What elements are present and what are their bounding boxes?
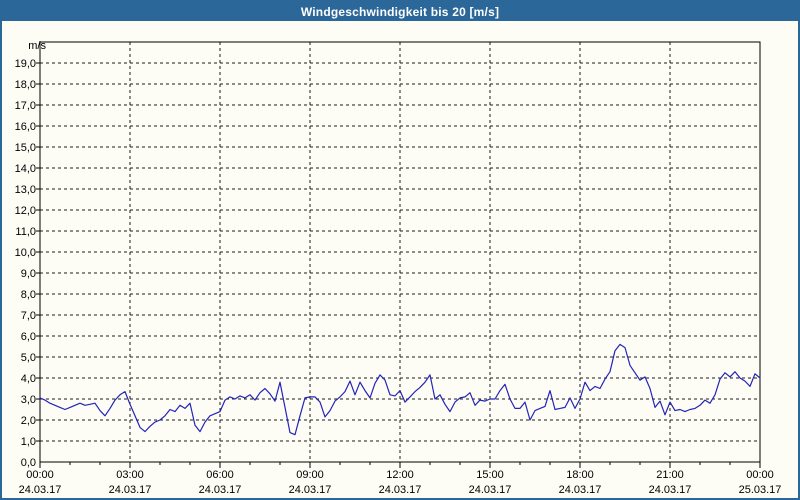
y-tick-label: 15,0: [15, 142, 36, 154]
y-tick-label: 16,0: [15, 121, 36, 133]
y-tick-label: 11,0: [15, 226, 36, 238]
x-tick-date-label: 24.03.17: [109, 484, 152, 496]
x-tick-time-label: 09:00: [296, 469, 324, 481]
y-tick-label: 18,0: [15, 79, 36, 91]
x-axis-time-labels: 00:00 03:00 06:00 09:00 12:00 15:00 18:00 21:00…: [26, 469, 774, 481]
x-tick-date-label: 24.03.17: [559, 484, 602, 496]
y-axis-unit-label: m/s: [28, 40, 46, 52]
window-title: Windgeschwindigkeit bis 20 [m/s]: [300, 4, 500, 19]
x-tick-time-label: 21:00: [656, 469, 684, 481]
wind-speed-series: [39, 343, 761, 436]
y-tick-label: 2,0: [21, 415, 36, 427]
y-axis-unit: m/s: [28, 40, 46, 52]
wind-speed-series-line: [39, 343, 761, 436]
y-axis-ticks: [36, 62, 40, 442]
y-tick-label: 1,0: [21, 436, 36, 448]
y-tick-label: 4,0: [21, 373, 36, 385]
x-tick-date-label: 24.03.17: [469, 484, 512, 496]
y-tick-label: 19,0: [15, 58, 36, 70]
y-tick-label: 17,0: [15, 100, 36, 112]
y-tick-label: 0,0: [21, 457, 36, 469]
x-tick-time-label: 06:00: [206, 469, 234, 481]
x-tick-date-label: 25.03.17: [739, 484, 782, 496]
y-tick-label: 5,0: [21, 352, 36, 364]
y-tick-label: 9,0: [21, 268, 36, 280]
x-tick-date-label: 24.03.17: [649, 484, 692, 496]
x-tick-time-label: 00:00: [26, 469, 54, 481]
x-tick-date-label: 24.03.17: [289, 484, 332, 496]
y-axis-labels: 0,0 1,0 2,0 3,0 4,0 5,0 6,0 7,0 8,0 9,0 10,0 11,0 12…: [15, 58, 36, 469]
x-tick-time-label: 12:00: [386, 469, 414, 481]
y-tick-label: 6,0: [21, 331, 36, 343]
y-tick-label: 14,0: [15, 163, 36, 175]
x-tick-date-label: 24.03.17: [19, 484, 62, 496]
y-tick-label: 12,0: [15, 205, 36, 217]
y-tick-label: 10,0: [15, 247, 36, 259]
x-tick-date-label: 24.03.17: [199, 484, 242, 496]
x-tick-time-label: 03:00: [116, 469, 144, 481]
window-titlebar[interactable]: Windgeschwindigkeit bis 20 [m/s]: [2, 2, 798, 21]
x-axis-ticks: [39, 462, 761, 468]
y-tick-label: 7,0: [21, 310, 36, 322]
x-tick-date-label: 24.03.17: [379, 484, 422, 496]
y-tick-label: 3,0: [21, 394, 36, 406]
x-tick-time-label: 15:00: [476, 469, 504, 481]
y-tick-label: 13,0: [15, 184, 36, 196]
x-tick-time-label: 00:00: [746, 469, 774, 481]
x-axis-date-labels: 24.03.17 24.03.17 24.03.17 24.03.17 24.03.17…: [19, 484, 782, 496]
y-tick-label: 8,0: [21, 289, 36, 301]
x-tick-time-label: 18:00: [566, 469, 594, 481]
